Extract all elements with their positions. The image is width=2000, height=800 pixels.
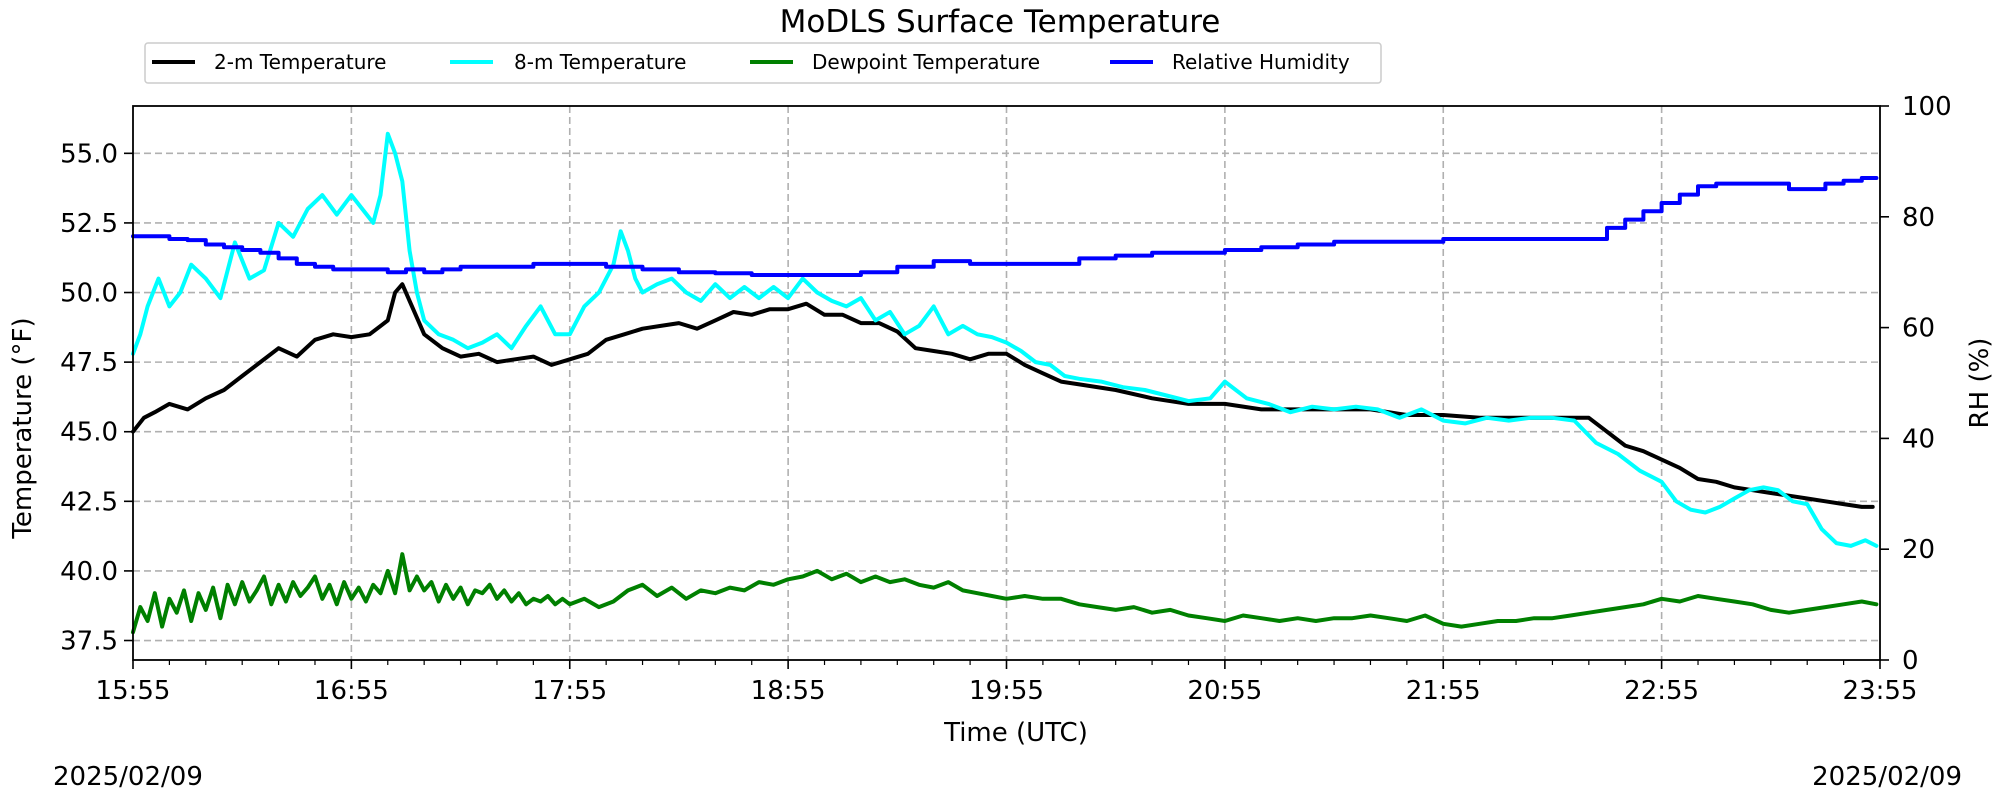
series-line-relative-humidity bbox=[131, 176, 1879, 277]
y-tick-label-2: 42.5 bbox=[60, 487, 118, 517]
legend-label-dewpoint: Dewpoint Temperature bbox=[812, 50, 1040, 74]
x-tick-label-0: 15:55 bbox=[96, 676, 171, 706]
legend-label-2m: 2-m Temperature bbox=[214, 50, 386, 74]
y-tick-label-1: 40.0 bbox=[60, 557, 118, 587]
y2-tick-label-5: 100 bbox=[1902, 92, 1952, 122]
x-tick-label-7: 22:55 bbox=[1624, 676, 1699, 706]
series-line-8-m-temperature bbox=[131, 131, 1879, 548]
legend-item-2m: 2-m Temperature bbox=[152, 50, 386, 74]
x-tick-label-4: 19:55 bbox=[969, 676, 1044, 706]
y-tick-label-6: 52.5 bbox=[60, 209, 118, 239]
legend-item-rh: Relative Humidity bbox=[1110, 50, 1350, 74]
date-left: 2025/02/09 bbox=[53, 762, 203, 792]
y-tick-label-3: 45.0 bbox=[60, 418, 118, 448]
x-tick-label-8: 23:55 bbox=[1843, 676, 1918, 706]
y2-tick-label-4: 80 bbox=[1902, 203, 1935, 233]
date-right: 2025/02/09 bbox=[1812, 762, 1962, 792]
x-tick-label-1: 16:55 bbox=[314, 676, 389, 706]
series-lines bbox=[131, 131, 1879, 635]
y-tick-label-7: 55.0 bbox=[60, 139, 118, 169]
y2-tick-label-0: 0 bbox=[1902, 646, 1919, 676]
y-tick-label-4: 47.5 bbox=[60, 348, 118, 378]
legend-label-rh: Relative Humidity bbox=[1172, 50, 1350, 74]
series-line-dewpoint-temperature bbox=[131, 552, 1879, 635]
y-axis-label: Temperature (°F) bbox=[8, 317, 38, 539]
grid bbox=[133, 106, 1880, 660]
legend-item-dewpoint: Dewpoint Temperature bbox=[750, 50, 1040, 74]
series-line-2-m-temperature bbox=[131, 282, 1875, 509]
legend-label-8m: 8-m Temperature bbox=[514, 50, 686, 74]
x-tick-label-5: 20:55 bbox=[1187, 676, 1262, 706]
x-tick-label-2: 17:55 bbox=[532, 676, 607, 706]
y-tick-label-0: 37.5 bbox=[60, 627, 118, 657]
legend: 2-m Temperature 8-m Temperature Dewpoint… bbox=[144, 42, 1382, 84]
y-tick-label-5: 50.0 bbox=[60, 279, 118, 309]
y2-tick-label-3: 60 bbox=[1902, 314, 1935, 344]
x-tick-label-3: 18:55 bbox=[751, 676, 826, 706]
chart-title: MoDLS Surface Temperature bbox=[780, 4, 1221, 40]
y2-tick-label-1: 20 bbox=[1902, 535, 1935, 565]
plot-frame bbox=[132, 105, 1881, 661]
axes: 15:55 16:55 17:55 18:55 19:55 20:55 21:55 22:55… bbox=[60, 92, 1952, 706]
y2-axis-label: RH (%) bbox=[1965, 338, 1995, 429]
legend-item-8m: 8-m Temperature bbox=[450, 50, 686, 74]
x-tick-label-6: 21:55 bbox=[1406, 676, 1481, 706]
x-axis-label: Time (UTC) bbox=[943, 718, 1088, 748]
y2-tick-label-2: 40 bbox=[1902, 424, 1935, 454]
